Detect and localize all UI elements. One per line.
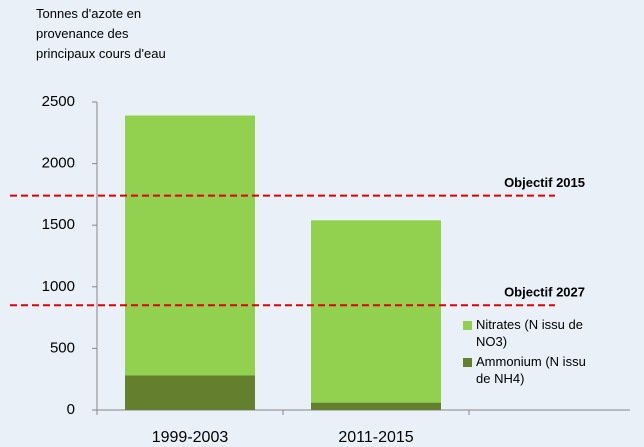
y-tick-label: 1500: [42, 216, 75, 233]
bar-segment: [311, 220, 441, 403]
y-tick-label: 0: [67, 401, 75, 418]
objective-label: Objectif 2027: [504, 285, 585, 300]
y-tick-label: 2000: [42, 155, 75, 172]
y-tick-label: 1000: [42, 278, 75, 295]
legend-label: Ammonium (N issu de NH4): [476, 354, 586, 386]
y-tick-label: 500: [50, 339, 75, 356]
legend-swatch: [463, 321, 472, 330]
legend-swatch: [463, 358, 472, 367]
bar-segment: [311, 402, 441, 410]
bar-segment: [125, 115, 255, 376]
legend-label: Nitrates (N issu de NO3): [476, 317, 583, 349]
x-tick-label: 1999-2003: [152, 429, 229, 446]
objective-label: Objectif 2015: [504, 175, 585, 190]
x-tick-label: 2011-2015: [338, 429, 413, 446]
y-axis-label: Tonnes d'azote en provenance des princip…: [36, 6, 166, 61]
y-tick-label: 2500: [42, 93, 75, 110]
bar-segment: [125, 375, 255, 410]
